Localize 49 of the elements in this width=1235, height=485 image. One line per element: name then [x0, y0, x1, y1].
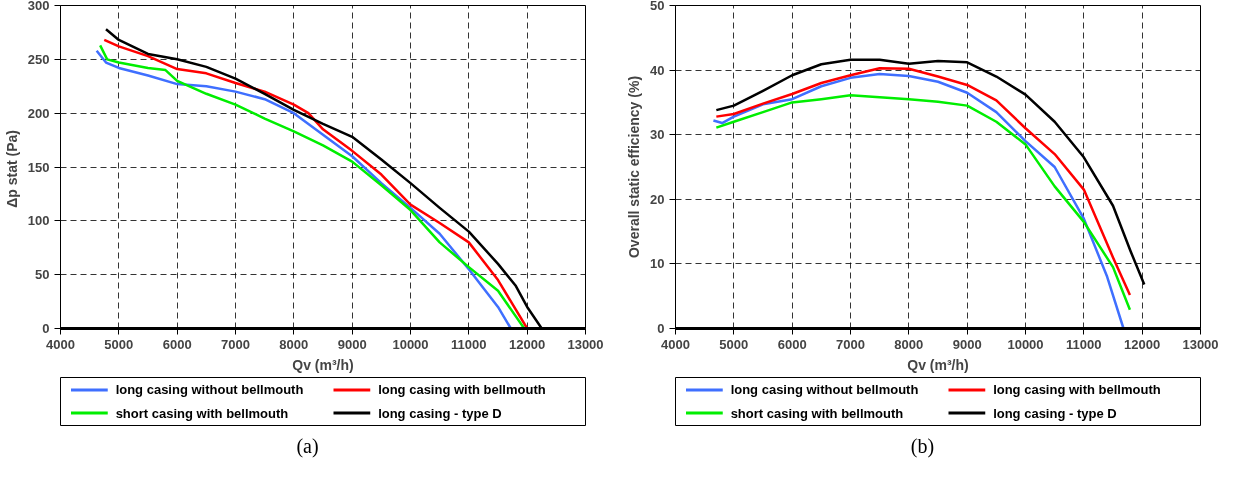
legend-label: long casing - type D — [993, 405, 1117, 421]
x-tick-label: 5000 — [719, 336, 749, 352]
x-axis-title: Qv (m³/h) — [907, 356, 969, 373]
x-tick-label: 6000 — [162, 336, 192, 352]
x-tick-label: 4000 — [46, 336, 75, 352]
legend-label: long casing without bellmouth — [730, 382, 919, 398]
x-tick-label: 8000 — [894, 336, 924, 352]
x-tick-label: 13000 — [567, 336, 604, 352]
x-tick-label: 7000 — [221, 336, 250, 352]
legend-label: short casing with bellmouth — [115, 405, 289, 421]
line-series — [715, 94, 1132, 312]
legend-label: long casing with bellmouth — [993, 382, 1161, 398]
y-tick-label: 20 — [650, 191, 665, 207]
text: (b) — [910, 434, 935, 460]
x-tick-label: 13000 — [1182, 336, 1219, 352]
x-tick-label: 12000 — [509, 336, 546, 352]
y-tick-label: 100 — [27, 213, 50, 229]
x-tick-label: 7000 — [836, 336, 865, 352]
x-tick-label: 11000 — [451, 336, 487, 352]
x-tick-label: 6000 — [777, 336, 807, 352]
y-axis-title: Δp stat (Pa) — [3, 130, 20, 208]
x-axis-title: Qv (m³/h) — [292, 356, 354, 373]
x-tick-label: 9000 — [952, 336, 982, 352]
y-tick-label: 50 — [35, 267, 50, 283]
line-series — [712, 72, 1125, 329]
y-tick-label: 0 — [657, 321, 665, 336]
x-tick-label: 9000 — [337, 336, 367, 352]
y-tick-label: 300 — [27, 0, 50, 13]
x-tick-label: 10000 — [392, 336, 429, 352]
y-tick-label: 40 — [650, 62, 665, 78]
y-tick-label: 250 — [27, 51, 50, 67]
legend-label: long casing - type D — [378, 405, 502, 421]
y-tick-label: 50 — [650, 0, 665, 13]
x-tick-label: 11000 — [1066, 336, 1102, 352]
legend-label: short casing with bellmouth — [730, 405, 904, 421]
text: (a) — [296, 434, 319, 460]
x-tick-label: 8000 — [279, 336, 309, 352]
y-tick-label: 10 — [650, 256, 665, 272]
x-tick-label: 10000 — [1007, 336, 1044, 352]
y-tick-label: 150 — [27, 159, 50, 175]
legend-label: long casing without bellmouth — [115, 382, 304, 398]
y-tick-label: 0 — [42, 321, 50, 336]
y-tick-label: 30 — [650, 127, 665, 143]
x-tick-label: 12000 — [1124, 336, 1161, 352]
x-tick-label: 5000 — [104, 336, 134, 352]
x-tick-label: 4000 — [661, 336, 690, 352]
y-tick-label: 200 — [27, 105, 50, 121]
y-axis-title: Overall static efficiency (%) — [626, 75, 643, 259]
legend-label: long casing with bellmouth — [378, 382, 546, 398]
